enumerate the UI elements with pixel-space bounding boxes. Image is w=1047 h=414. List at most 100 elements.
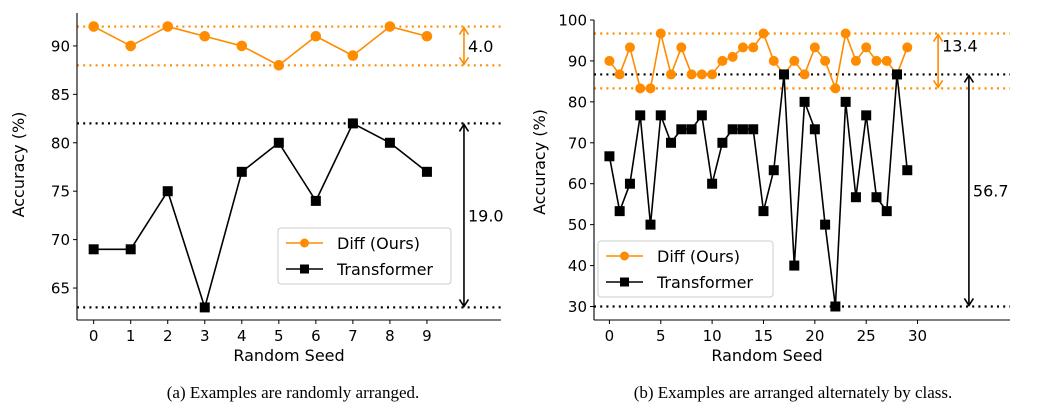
- data-point-transformer: [199, 302, 210, 313]
- data-point-diff: [850, 55, 861, 66]
- data-point-transformer: [88, 244, 99, 255]
- data-point-diff: [717, 55, 728, 66]
- figure-caption: (b) Examples are arranged alternately by…: [634, 383, 953, 402]
- data-point-transformer: [820, 219, 831, 230]
- data-point-diff: [676, 42, 687, 53]
- y-tick-label: 70: [568, 134, 587, 152]
- y-tick-label: 100: [558, 12, 587, 30]
- x-tick-label: 20: [805, 327, 824, 345]
- data-point-diff: [758, 28, 769, 39]
- x-tick-label: 2: [163, 327, 173, 345]
- x-tick-label: 5: [274, 327, 284, 345]
- data-point-diff: [655, 28, 666, 39]
- data-point-transformer: [347, 118, 358, 129]
- x-tick-label: 3: [200, 327, 210, 345]
- data-point-diff: [624, 42, 635, 53]
- legend-entry-transformer: Transformer: [606, 273, 753, 292]
- figure-caption: (a) Examples are randomly arranged.: [167, 383, 420, 402]
- data-point-transformer: [614, 206, 625, 217]
- data-point-diff: [727, 51, 738, 62]
- legend-entry-diff: Diff (Ours): [606, 247, 740, 266]
- x-tick-label: 15: [754, 327, 773, 345]
- data-point-diff: [737, 42, 748, 53]
- y-tick-label: 30: [568, 298, 587, 316]
- y-tick-label: 75: [51, 183, 70, 201]
- data-point-diff: [273, 59, 285, 71]
- data-point-diff: [768, 55, 779, 66]
- data-point-transformer: [655, 110, 666, 121]
- y-tick-label: 70: [51, 231, 70, 249]
- data-point-transformer: [779, 69, 790, 80]
- legend-box: [597, 240, 774, 298]
- data-point-transformer: [881, 206, 892, 217]
- data-point-diff: [614, 69, 625, 80]
- y-tick-label: 90: [51, 37, 70, 55]
- range-annotation-diff: 13.4: [932, 33, 978, 89]
- data-point-diff: [421, 30, 433, 42]
- data-point-transformer: [789, 260, 800, 271]
- series-line-transformer: [608, 73, 909, 308]
- data-point-diff: [645, 83, 656, 94]
- data-point-diff: [707, 69, 718, 80]
- data-point-diff: [861, 42, 872, 53]
- x-tick-label: 8: [385, 327, 395, 345]
- legend-entry-diff: Diff (Ours): [286, 234, 420, 253]
- y-tick-label: 85: [51, 86, 70, 104]
- legend-label: Transformer: [336, 260, 433, 279]
- range-annotation-label: 13.4: [942, 37, 978, 56]
- x-tick-label: 10: [703, 327, 722, 345]
- series-line-diff: [93, 25, 428, 67]
- data-point-diff: [125, 40, 136, 52]
- range-annotation-label: 4.0: [468, 37, 493, 56]
- arrow-head-up-icon: [963, 73, 975, 83]
- legend-label: Diff (Ours): [337, 234, 420, 253]
- data-point-diff: [347, 50, 359, 61]
- series-line-transformer: [93, 122, 428, 309]
- range-annotation-label: 56.7: [973, 181, 1009, 200]
- y-tick-label: 65: [51, 280, 70, 298]
- data-point-transformer: [892, 69, 903, 80]
- data-point-transformer: [758, 206, 769, 217]
- arrow-head-down-icon: [458, 56, 470, 66]
- data-point-diff: [830, 83, 841, 94]
- data-point-transformer: [162, 186, 173, 197]
- data-point-transformer: [902, 165, 913, 176]
- data-point-transformer: [384, 137, 395, 148]
- data-point-diff: [666, 69, 677, 80]
- range-annotation-transformer: 56.7: [963, 73, 1009, 307]
- data-point-transformer: [686, 124, 697, 135]
- data-point-transformer: [809, 124, 820, 135]
- y-tick-label: 60: [568, 175, 587, 193]
- x-tick-label: 30: [908, 327, 927, 345]
- data-point-transformer: [861, 110, 872, 121]
- data-point-diff: [789, 55, 800, 66]
- arrow-head-up-icon: [458, 26, 470, 35]
- legend-marker-circle-icon: [620, 251, 629, 261]
- data-point-diff: [820, 55, 831, 66]
- data-point-transformer: [799, 96, 810, 107]
- data-point-transformer: [635, 110, 646, 121]
- data-point-transformer: [645, 219, 656, 230]
- y-tick-label: 80: [568, 93, 587, 111]
- legend: Diff (Ours) Transformer: [597, 240, 774, 298]
- data-point-transformer: [604, 151, 615, 162]
- arrow-head-down-icon: [458, 298, 470, 308]
- data-point-transformer: [421, 166, 432, 177]
- data-point-transformer: [707, 178, 718, 189]
- y-axis-label: Accuracy (%): [530, 109, 549, 215]
- data-point-diff: [162, 21, 174, 32]
- data-point-transformer: [748, 124, 759, 135]
- data-point-transformer: [830, 301, 841, 312]
- range-annotation-label: 19.0: [468, 206, 504, 225]
- data-point-transformer: [624, 178, 635, 189]
- arrow-head-down-icon: [963, 298, 975, 307]
- data-point-diff: [809, 42, 820, 53]
- data-point-diff: [236, 40, 248, 52]
- legend-marker-square-icon: [620, 277, 629, 287]
- x-tick-label: 9: [422, 327, 432, 345]
- series-line-diff: [608, 32, 909, 90]
- x-tick-label: 4: [237, 327, 247, 345]
- data-point-diff: [840, 28, 851, 39]
- data-point-transformer: [666, 137, 677, 148]
